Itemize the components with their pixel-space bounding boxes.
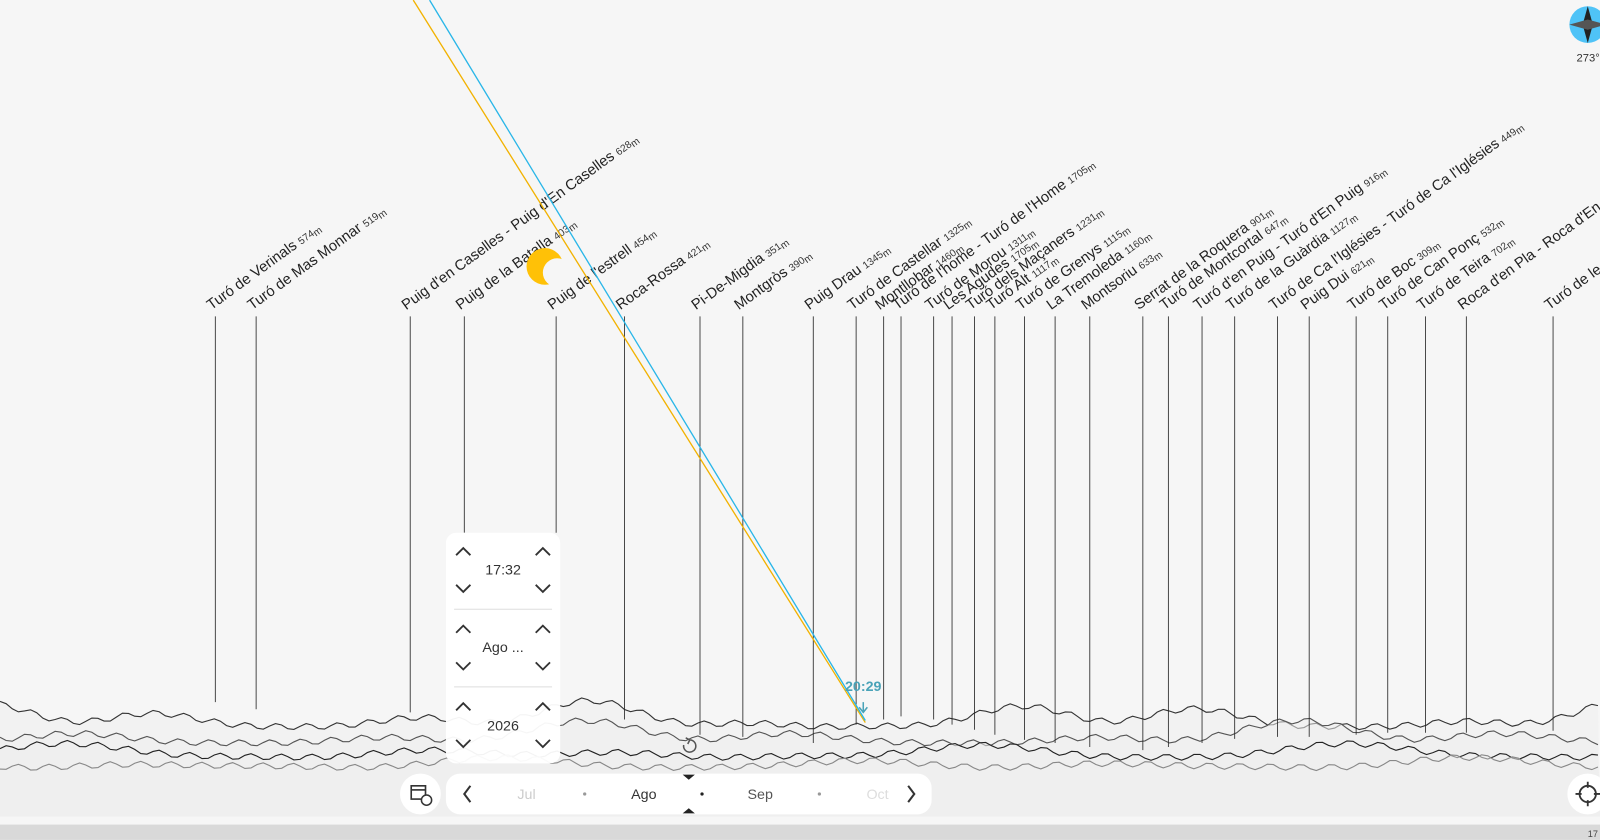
- next-button[interactable]: [907, 785, 916, 803]
- moon-path: [429, 0, 866, 721]
- increment-button[interactable]: [535, 546, 551, 556]
- time-value: 17:32: [485, 563, 521, 579]
- decrement-button[interactable]: [455, 584, 472, 594]
- ridge-line: [0, 739, 1599, 761]
- month-label[interactable]: Sep: [748, 787, 773, 803]
- increment-button[interactable]: [535, 624, 551, 634]
- sun-icon: [526, 248, 572, 287]
- month-value: Ago ...: [482, 640, 523, 656]
- decrement-button[interactable]: [455, 661, 472, 671]
- increment-button[interactable]: [455, 701, 472, 711]
- picker-panel: [445, 532, 561, 764]
- decrement-button[interactable]: [535, 584, 551, 594]
- locate-button[interactable]: [1567, 773, 1600, 815]
- ridge-line: [0, 754, 1599, 772]
- year-value: 2026: [487, 719, 519, 735]
- status-text: 17: [1588, 829, 1598, 839]
- increment-button[interactable]: [455, 624, 472, 634]
- month-label[interactable]: Jul: [517, 787, 535, 803]
- reset-button[interactable]: [682, 737, 697, 753]
- increment-button[interactable]: [535, 701, 551, 711]
- ridge-line: [0, 717, 1599, 747]
- month-dot: [700, 792, 704, 796]
- decrement-button[interactable]: [535, 739, 551, 749]
- sunset-arrow: [858, 702, 868, 714]
- month-label[interactable]: Ago: [631, 787, 656, 803]
- status-bar: [0, 824, 1600, 840]
- month-dot: [583, 792, 587, 796]
- compass[interactable]: [1569, 6, 1600, 43]
- sunset-time: 20:29: [845, 679, 882, 695]
- decrement-button[interactable]: [535, 661, 551, 671]
- sun-path: [412, 0, 866, 723]
- time-picker: 17:32 Ago ... 2026: [445, 532, 561, 764]
- increment-button[interactable]: [455, 546, 472, 556]
- month-bar-bg: [445, 773, 932, 815]
- calendar-button[interactable]: [400, 773, 441, 815]
- prev-button[interactable]: [463, 785, 472, 803]
- compass-heading: 273°: [1577, 52, 1600, 64]
- month-dot: [817, 792, 822, 796]
- month-label[interactable]: Oct: [866, 787, 888, 803]
- decrement-button[interactable]: [455, 739, 472, 749]
- month-bar: Jul Ago Sep Oct: [445, 773, 932, 815]
